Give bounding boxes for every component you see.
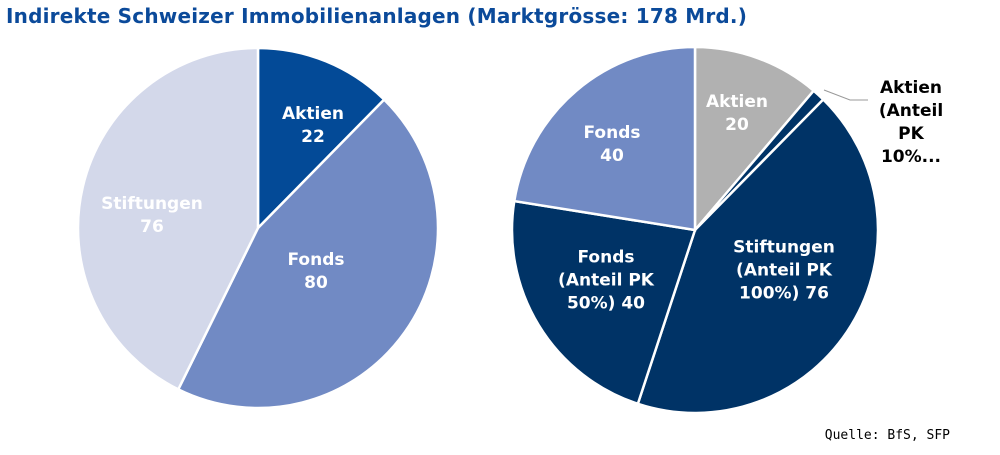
pie-right: [510, 45, 880, 415]
label-text: Fonds: [583, 123, 641, 143]
label-text: Fonds: [577, 247, 635, 268]
label-text: Stiftungen: [733, 237, 835, 258]
label-value: 50%) 40: [566, 293, 646, 314]
pie-left: [76, 46, 440, 410]
pie-slice-stiftungen: [76, 46, 260, 392]
label-value: 76: [140, 217, 164, 237]
pie-slice-fonds: [512, 45, 697, 232]
label-right-aktien: Aktien 20: [706, 91, 768, 137]
label-value: 22: [301, 127, 325, 147]
source-note: Quelle: BfS, SFP: [824, 428, 950, 443]
pie-slice-stiftungen-anteil-pk-100: [636, 97, 880, 415]
label-right-stiftungen: Stiftungen (Anteil PK 100%) 76: [733, 237, 835, 306]
leader-line: [823, 89, 868, 101]
label-left-fonds: Fonds 80: [288, 249, 345, 295]
pie-slice-fonds: [176, 97, 440, 410]
label-value: 100%) 76: [739, 283, 829, 304]
label-text: Stiftungen: [101, 194, 203, 214]
label-value: 20: [725, 115, 749, 135]
pie-slice-aktien: [256, 46, 386, 232]
label-value: 40: [600, 146, 624, 166]
label-text: Aktien: [879, 78, 943, 98]
label-value: 80: [304, 273, 328, 293]
label-text: (Anteil: [878, 101, 944, 121]
label-text: PK: [898, 124, 924, 144]
pie-slice-aktien: [693, 45, 816, 234]
label-right-fonds: Fonds 40: [584, 122, 641, 168]
label-left-stiftungen: Stiftungen 76: [101, 193, 203, 239]
label-text: (Anteil PK: [558, 270, 654, 291]
label-right-fonds-pk: Fonds (Anteil PK 50%) 40: [558, 247, 654, 316]
label-text: (Anteil PK: [736, 260, 832, 281]
label-text: Fonds: [287, 250, 345, 270]
label-left-aktien: Aktien 22: [282, 103, 344, 149]
label-text: Aktien: [705, 92, 769, 112]
label-text: 10%...: [880, 147, 942, 167]
pie-slice-fonds-anteil-pk-50: [510, 199, 697, 406]
label-right-aktien-pk: Aktien (Anteil PK 10%...: [879, 77, 943, 169]
label-text: Aktien: [281, 104, 345, 124]
chart-title: Indirekte Schweizer Immobilienanlagen (M…: [6, 4, 748, 28]
